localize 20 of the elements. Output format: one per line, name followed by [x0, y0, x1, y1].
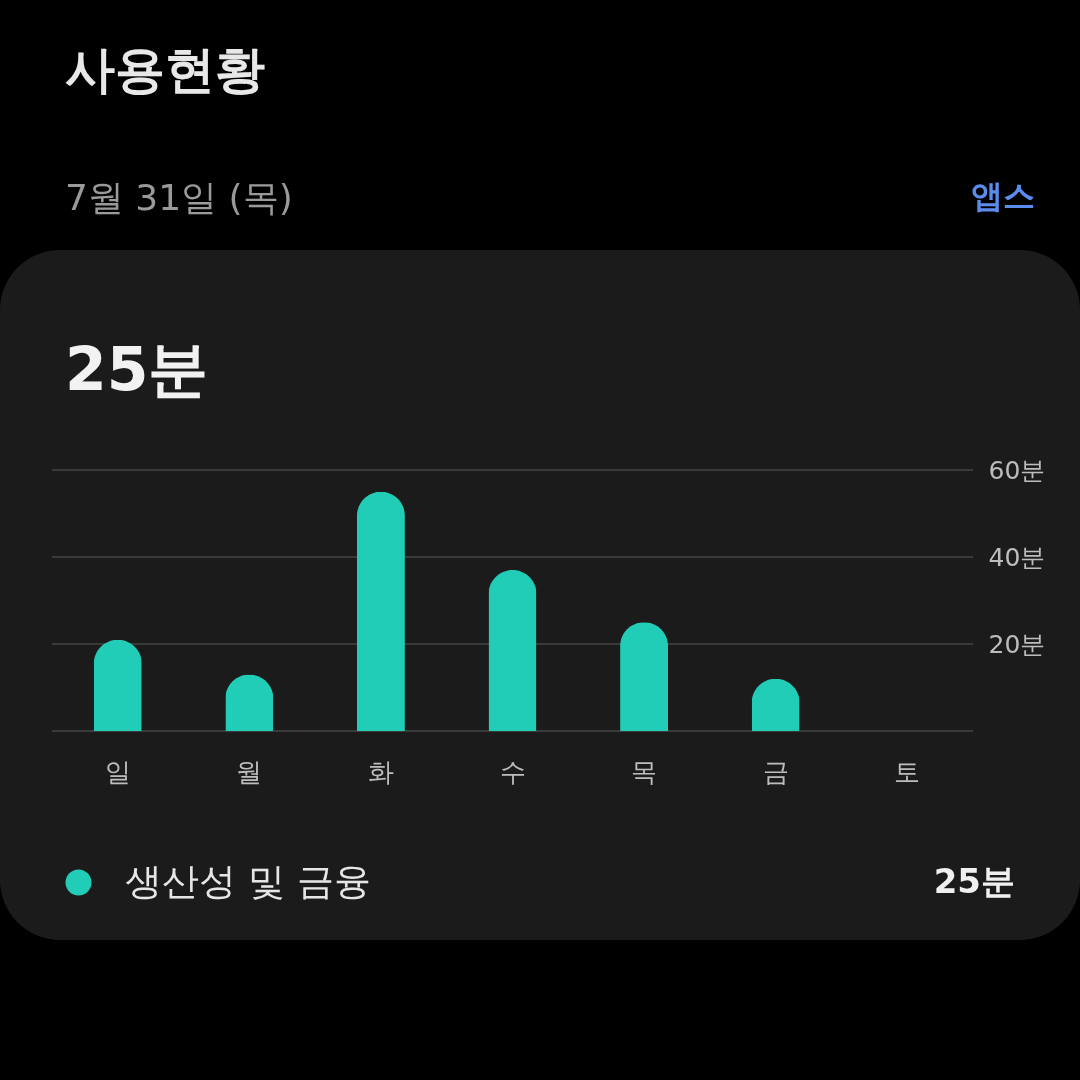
text: 25분: [65, 334, 209, 404]
legend-label: 생산성 및 금융: [125, 859, 371, 903]
bar: [488, 570, 537, 731]
text: 앱스: [971, 177, 1035, 215]
x-tick-label: 금: [762, 756, 789, 787]
x-tick-label: 화: [367, 756, 394, 787]
y-tick-label: 60분: [988, 455, 1046, 485]
y-tick-label: 20분: [988, 629, 1046, 659]
bar: [93, 639, 142, 731]
chart-subtitle: 7월 31일 (목): [65, 177, 293, 218]
x-tick-label: 목: [631, 756, 658, 787]
y-tick-label: 40분: [988, 542, 1046, 572]
x-tick-label: 수: [499, 756, 526, 787]
x-tick-label: 일: [104, 756, 131, 787]
bar: [620, 622, 669, 731]
x-tick-label: 월: [236, 756, 263, 787]
text: 25분: [933, 861, 1015, 901]
chart-title: 사용현황: [65, 41, 265, 99]
x-tick-label: 토: [894, 756, 921, 787]
bar: [356, 491, 405, 731]
